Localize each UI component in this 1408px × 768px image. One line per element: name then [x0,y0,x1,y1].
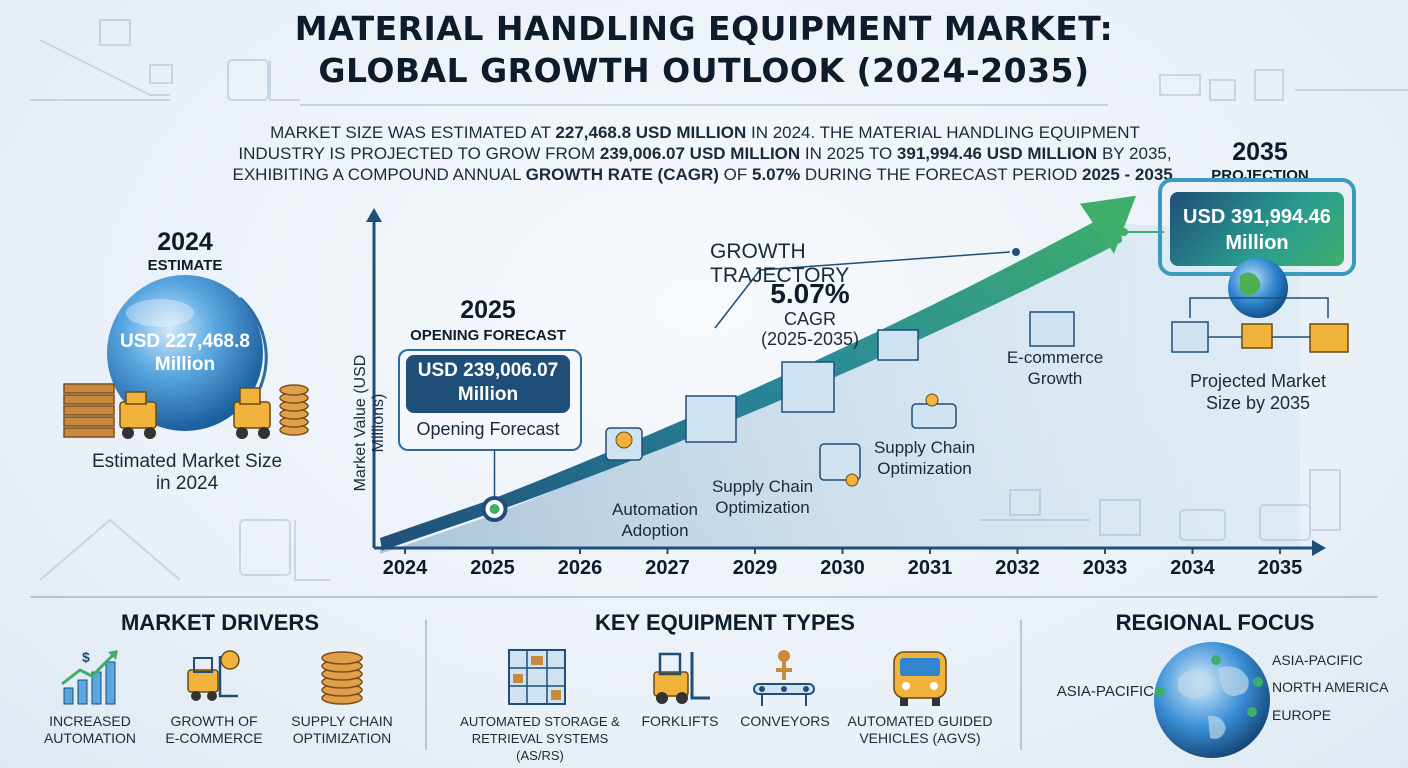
driver-ecommerce-label: GROWTH OF E-COMMERCE [165,713,263,746]
estimate-caption: Estimated Market Size in 2024 [91,451,283,494]
trajectory-leader-dot [1012,248,1020,256]
chart-area-fill [380,223,1300,554]
annotation-supply-chain-2: Supply Chain Optimization [873,438,976,478]
forecast-label: OPENING FORECAST [410,327,566,344]
title-line-2: GLOBAL GROWTH OUTLOOK (2024-2035) [318,51,1090,90]
equipment-asrs-label: AUTOMATED STORAGE & RETRIEVAL SYSTEMS (A… [460,714,620,763]
conveyor-belt-icon [911,403,957,429]
shelving-icon [781,361,835,413]
market-drivers-title: MARKET DRIVERS [120,610,319,635]
column-divider-2 [1020,620,1022,750]
growth-chart-icon: $ [61,649,118,705]
robot-arm-2-icon [819,443,861,481]
factory-icon [1029,311,1075,347]
warehouse-rack-icon [685,395,737,443]
forecast-caption: Opening Forecast [416,419,560,439]
estimate-value: USD 227,468.8 Million [120,331,250,375]
trajectory-leader [714,251,1011,329]
x-tick-label-2031: 2031 [907,557,953,579]
equipment-conveyors-label: CONVEYORS [740,713,830,729]
cagr-caption: CAGR (2025-2035) [760,309,860,349]
growth-chart [366,195,1326,556]
svg-text:$: $ [82,649,90,665]
trend-arrow-head [1080,195,1136,254]
x-tick-label-2027: 2027 [645,557,690,579]
y-axis-label: Market Value (USD Millions) [352,354,387,492]
column-divider-1 [425,620,427,750]
summary-text: Market size was estimated at 227,468.8 U… [232,123,1178,184]
world-globe-icon [1154,642,1270,758]
annotation-automation: Automation Adoption [612,500,698,540]
section-divider [30,596,1378,598]
driver-supply-chain-label: SUPPLY CHAIN OPTIMIZATION [291,713,393,746]
region-left-label: ASIA-PACIFIC [1056,683,1154,700]
trend-arrow [380,207,1122,551]
region-north-america: NORTH AMERICA [1272,679,1389,695]
equipment-agv-label: AUTOMATED GUIDED VEHICLES (AGVS) [847,713,993,746]
projection-leader-dot [1120,228,1128,236]
forecast-year: 2025 [460,296,516,324]
x-tick-label-2024: 2024 [382,557,428,579]
x-tick-label-2029: 2029 [732,557,778,579]
y-axis-arrow [366,208,382,222]
storage-rack-icon [508,649,566,705]
projection-year: 2035 [1232,138,1288,166]
projection-value: USD 391,994.46 Million [1170,192,1344,266]
cagr-value: 5.07% [770,278,850,309]
pallets-forklift-coins-icon [63,383,309,439]
robot-arm-icon [877,329,919,361]
region-europe: EUROPE [1272,707,1332,723]
x-tick-label-2034: 2034 [1170,557,1215,579]
title-underline [300,104,1108,106]
estimate-year: 2024 [157,228,213,256]
forecast-value: USD 239,006.07 Million [406,355,570,413]
annotation-supply-chain-1: Supply Chain Optimization [711,477,814,517]
x-tick-label-2030: 2030 [820,557,865,579]
title-line-1: MATERIAL HANDLING EQUIPMENT MARKET: [294,9,1114,48]
estimate-label: ESTIMATE [147,257,223,274]
trajectory-label: GROWTH TRAJECTORY [710,240,850,287]
forklift-coin-icon [187,650,240,701]
coin-stack-icon [321,651,363,705]
equipment-types-title: KEY EQUIPMENT TYPES [595,610,855,635]
x-tick-label-2026: 2026 [557,557,603,579]
projection-caption: Projected Market Size by 2035 [1189,371,1327,413]
x-tick-label-2025: 2025 [470,557,515,579]
x-tick-label-2032: 2032 [995,557,1040,579]
driver-automation-label: INCREASED AUTOMATION [43,713,137,746]
x-axis-arrow [1312,540,1326,556]
conveyor-icon [753,650,815,706]
equipment-forklifts-label: FORKLIFTS [641,713,719,729]
region-asia-pacific: ASIA-PACIFIC [1272,652,1363,668]
forklift-icon [653,652,710,704]
page-title: MATERIAL HANDLING EQUIPMENT MARKET: GLOB… [0,8,1408,92]
projection-globe-network-icon [1171,258,1349,353]
data-point-2025-dot [489,504,500,514]
annotation-ecommerce: E-commerce Growth [1006,348,1104,388]
agv-icon [893,651,947,706]
x-tick-label-2033: 2033 [1082,557,1128,579]
regional-focus-title: REGIONAL FOCUS [1115,610,1315,635]
x-tick-label-2035: 2035 [1257,557,1303,579]
